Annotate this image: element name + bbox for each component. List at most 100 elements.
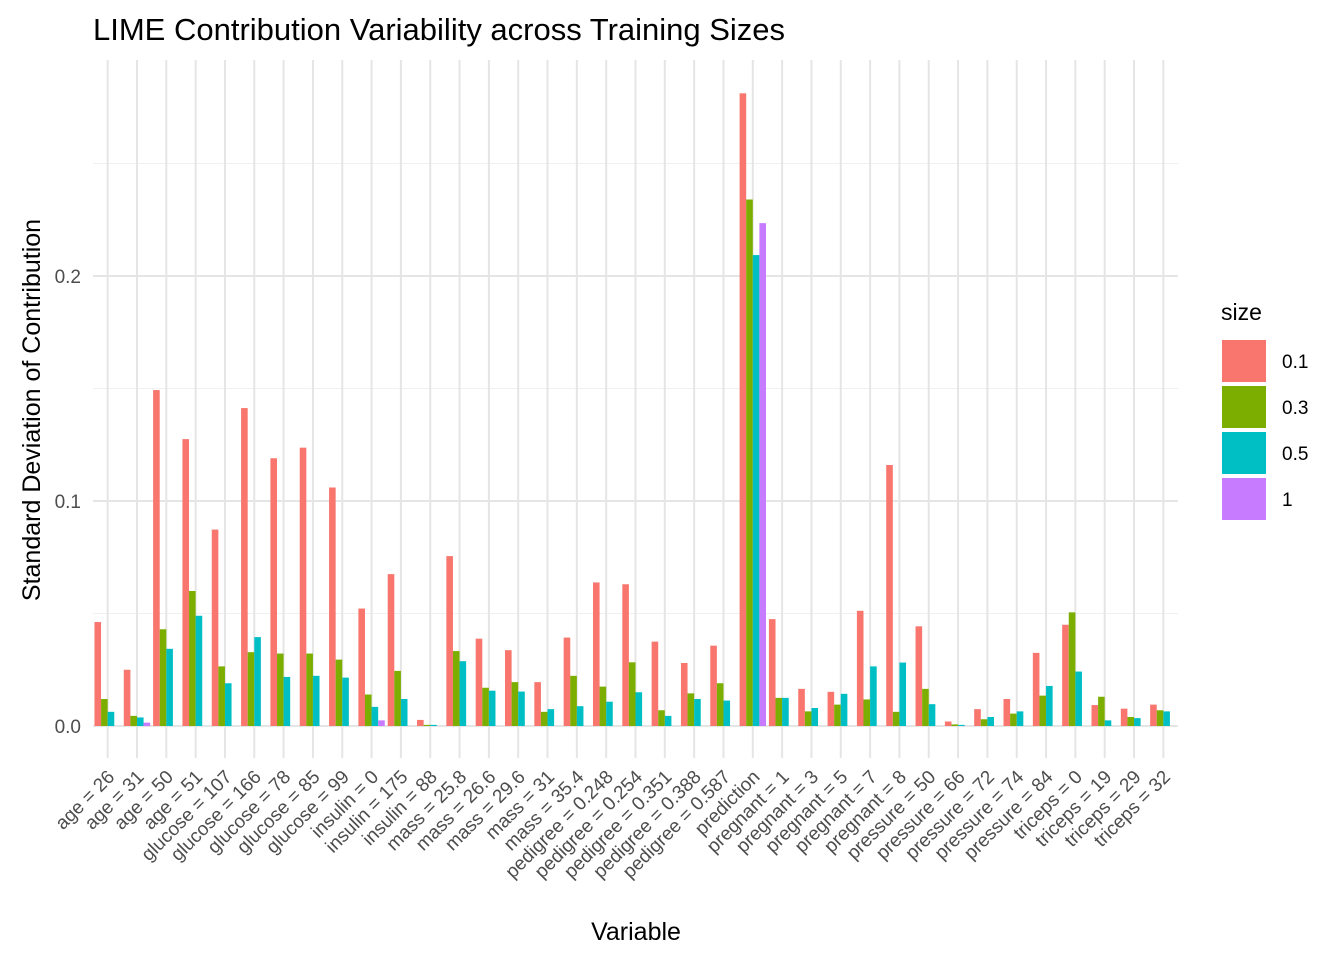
bar <box>739 93 747 727</box>
legend-label: 0.1 <box>1282 352 1308 373</box>
bar <box>511 682 519 726</box>
bar <box>417 719 424 726</box>
bar <box>518 691 525 726</box>
bar <box>870 666 877 726</box>
bar <box>241 408 248 726</box>
bar <box>804 711 812 726</box>
bar <box>599 686 607 726</box>
legend-swatch <box>1222 432 1266 474</box>
bar <box>136 717 144 726</box>
bar <box>547 709 555 726</box>
bar <box>576 706 584 726</box>
bar <box>459 661 467 726</box>
bar <box>606 701 613 726</box>
bar <box>182 439 190 726</box>
x-axis-title: Variable <box>591 918 681 946</box>
bar <box>974 709 981 726</box>
bar <box>378 720 385 726</box>
legend-label: 1 <box>1282 490 1293 511</box>
bar <box>651 641 659 726</box>
bar <box>1003 699 1011 726</box>
bar <box>329 487 336 726</box>
legend-label: 0.5 <box>1282 444 1308 465</box>
bar <box>710 645 717 726</box>
bar <box>694 699 701 726</box>
bar <box>371 706 379 726</box>
bar <box>1068 612 1076 726</box>
bar <box>195 615 203 726</box>
bar <box>723 700 731 726</box>
bar <box>834 704 841 726</box>
bar <box>130 715 137 726</box>
bar <box>1075 671 1082 726</box>
bar <box>768 619 776 726</box>
bar <box>270 458 278 726</box>
y-axis-ticks: 0.0 0.1 0.2 <box>55 267 81 738</box>
bar <box>752 255 760 726</box>
bar <box>224 683 232 726</box>
bar <box>312 675 320 726</box>
bar <box>928 704 936 726</box>
bar <box>247 652 255 726</box>
bar <box>452 651 460 726</box>
bar <box>759 223 766 726</box>
bar <box>218 666 225 726</box>
y-tick-label: 0.2 <box>55 267 81 288</box>
bar <box>107 711 115 726</box>
bar <box>475 638 483 726</box>
bar <box>856 610 864 726</box>
bar <box>283 676 291 726</box>
bar <box>1163 711 1170 726</box>
bar <box>570 675 577 726</box>
bar <box>628 662 636 726</box>
bar <box>358 608 365 726</box>
y-tick-label: 0.0 <box>55 717 81 738</box>
bar <box>254 637 261 726</box>
bar <box>1016 711 1024 726</box>
bar <box>840 693 848 726</box>
bar <box>364 694 372 726</box>
legend-label: 0.3 <box>1282 398 1308 419</box>
bar <box>211 529 219 726</box>
legend-swatch <box>1222 478 1266 520</box>
y-tick-label: 0.1 <box>55 492 81 513</box>
bar <box>387 574 395 726</box>
bar <box>951 724 959 726</box>
legend: size 0.1 0.3 0.5 1 <box>1221 299 1308 520</box>
bar <box>680 663 688 726</box>
bar <box>775 697 783 726</box>
bar <box>892 711 900 726</box>
bar <box>798 688 805 726</box>
bar <box>987 717 994 726</box>
bar <box>1156 710 1164 726</box>
bar <box>811 708 819 726</box>
bar <box>1039 695 1047 726</box>
bar <box>394 670 401 726</box>
y-axis-title: Standard Deviation of Contribution <box>18 219 46 601</box>
bar <box>1104 720 1112 726</box>
bar <box>1010 713 1017 726</box>
bar <box>746 199 753 726</box>
bar <box>827 691 835 726</box>
bar <box>306 653 313 726</box>
bar <box>189 591 196 726</box>
bar <box>1134 718 1141 726</box>
legend-swatch <box>1222 386 1266 428</box>
grid <box>93 60 1178 758</box>
bar <box>1127 717 1135 726</box>
bar <box>1032 652 1040 726</box>
bar <box>915 626 923 726</box>
bar <box>922 688 929 726</box>
bar <box>159 629 167 726</box>
bar <box>400 699 408 726</box>
bar <box>782 697 789 726</box>
legend-title: size <box>1221 299 1262 325</box>
bar <box>664 715 672 726</box>
bars <box>94 93 1170 727</box>
bar <box>505 650 512 726</box>
bar <box>592 582 600 726</box>
bar <box>1150 704 1157 726</box>
bar <box>863 699 871 726</box>
bar <box>716 683 724 726</box>
